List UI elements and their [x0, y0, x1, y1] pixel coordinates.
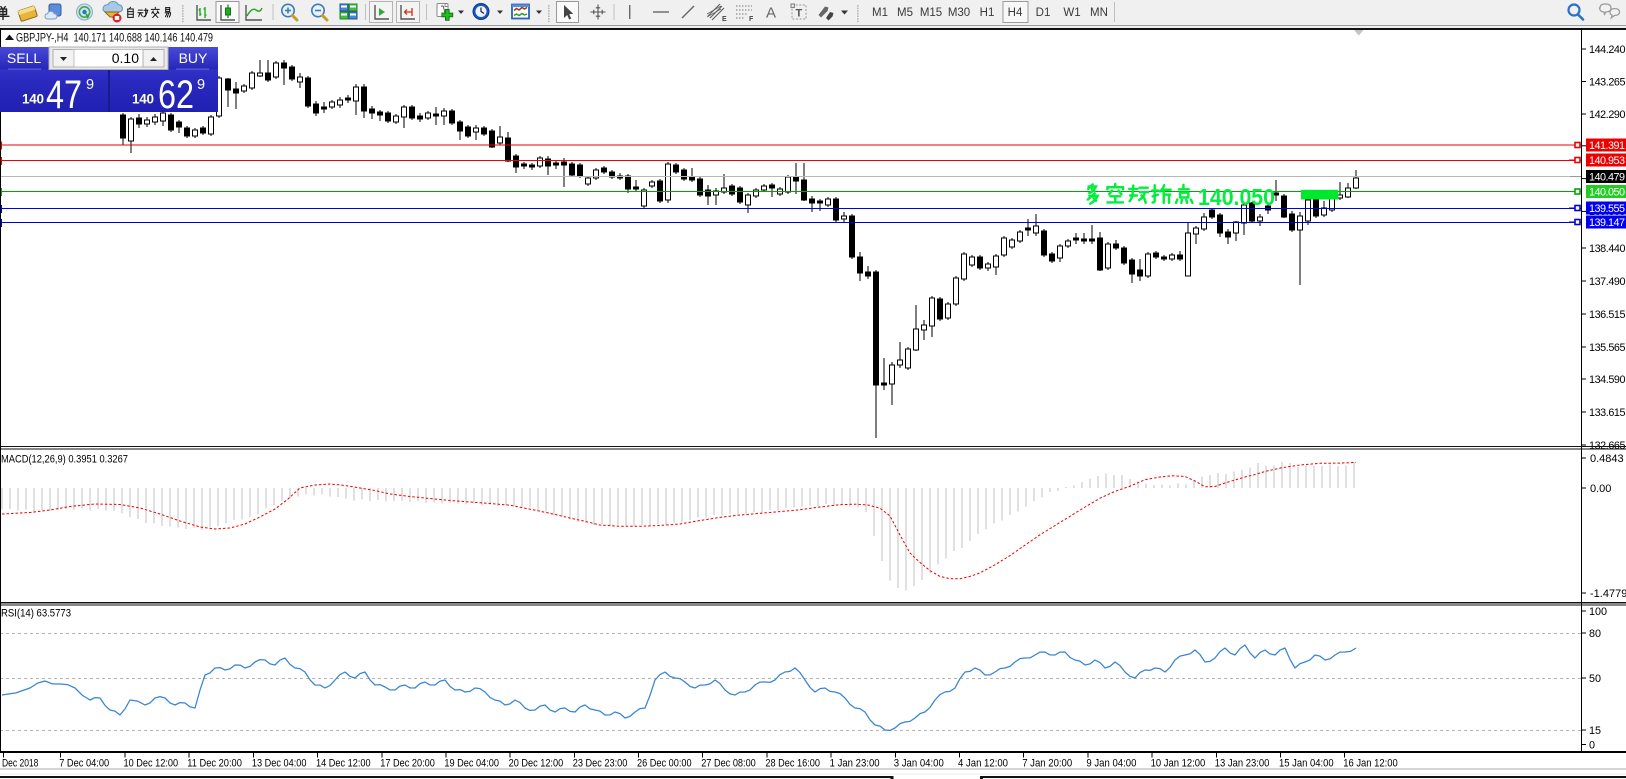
svg-text:GBPJPY-,H4 140.171 140.688 14: GBPJPY-,H4 140.171 140.688 140.146 140.4… — [16, 32, 213, 45]
svg-text:10 Dec 12:00: 10 Dec 12:00 — [124, 758, 179, 770]
svg-text:140: 140 — [22, 92, 44, 107]
svg-text:3 Jan 04:00: 3 Jan 04:00 — [894, 758, 944, 770]
svg-text:F: F — [749, 16, 754, 23]
svg-text:142.290: 142.290 — [1589, 109, 1626, 121]
svg-text:0.00: 0.00 — [1590, 483, 1611, 495]
svg-text:15 Jan 04:00: 15 Jan 04:00 — [1279, 758, 1334, 770]
svg-text:MN: MN — [1090, 7, 1108, 19]
svg-text:140: 140 — [132, 92, 154, 107]
svg-text:0.4843: 0.4843 — [1590, 453, 1624, 465]
svg-text:SELL: SELL — [7, 50, 41, 66]
svg-text:9: 9 — [197, 77, 205, 93]
svg-text:19 Dec 04:00: 19 Dec 04:00 — [444, 758, 499, 770]
svg-text:13 Jan 23:00: 13 Jan 23:00 — [1215, 758, 1270, 770]
svg-text:138.440: 138.440 — [1589, 243, 1626, 255]
svg-text:27 Dec 08:00: 27 Dec 08:00 — [701, 758, 756, 770]
svg-text:13 Dec 04:00: 13 Dec 04:00 — [252, 758, 307, 770]
svg-text:1 Jan 23:00: 1 Jan 23:00 — [830, 758, 880, 770]
svg-text:D1: D1 — [1036, 7, 1051, 19]
svg-text:10 Jan 12:00: 10 Jan 12:00 — [1151, 758, 1206, 770]
svg-text:23 Dec 23:00: 23 Dec 23:00 — [573, 758, 628, 770]
svg-text:133.615: 133.615 — [1589, 407, 1626, 419]
svg-text:M1: M1 — [872, 7, 888, 19]
svg-text:16 Jan 12:00: 16 Jan 12:00 — [1343, 758, 1398, 770]
svg-text:17 Dec 20:00: 17 Dec 20:00 — [380, 758, 435, 770]
svg-text:H1: H1 — [980, 7, 995, 19]
svg-text:140.953: 140.953 — [1589, 155, 1625, 167]
svg-text:50: 50 — [1589, 673, 1601, 685]
svg-text:136.515: 136.515 — [1589, 309, 1626, 321]
svg-text:H4: H4 — [1008, 7, 1023, 19]
svg-text:140.050: 140.050 — [1198, 184, 1275, 210]
svg-text:A: A — [766, 5, 776, 22]
svg-text:139.147: 139.147 — [1589, 217, 1625, 229]
svg-text:100: 100 — [1589, 606, 1607, 618]
svg-text:0: 0 — [1589, 739, 1595, 751]
svg-text:15: 15 — [1589, 725, 1601, 737]
svg-text:M5: M5 — [897, 7, 913, 19]
svg-text:132.665: 132.665 — [1589, 440, 1626, 452]
svg-text:140.050: 140.050 — [1589, 187, 1625, 199]
svg-text:28 Dec 16:00: 28 Dec 16:00 — [765, 758, 820, 770]
svg-text:4 Jan 12:00: 4 Jan 12:00 — [958, 758, 1008, 770]
svg-text:143.265: 143.265 — [1589, 76, 1626, 88]
svg-text:11 Dec 20:00: 11 Dec 20:00 — [187, 758, 242, 770]
svg-text:9 Jan 04:00: 9 Jan 04:00 — [1086, 758, 1136, 770]
svg-text:134.590: 134.590 — [1589, 374, 1626, 386]
svg-text:20 Dec 12:00: 20 Dec 12:00 — [509, 758, 564, 770]
svg-text:137.490: 137.490 — [1589, 276, 1626, 288]
svg-text:80: 80 — [1589, 628, 1601, 640]
svg-text:Dec 2018: Dec 2018 — [2, 758, 38, 770]
svg-text:14 Dec 12:00: 14 Dec 12:00 — [316, 758, 371, 770]
svg-text:9: 9 — [86, 77, 94, 93]
svg-text:MACD(12,26,9) 0.3951 0.3267: MACD(12,26,9) 0.3951 0.3267 — [1, 454, 128, 466]
svg-text:140.479: 140.479 — [1589, 172, 1625, 184]
svg-text:T: T — [796, 8, 803, 20]
svg-text:7 Dec 04:00: 7 Dec 04:00 — [59, 758, 109, 770]
svg-text:62: 62 — [158, 73, 194, 117]
svg-text:7 Jan 20:00: 7 Jan 20:00 — [1022, 758, 1072, 770]
svg-text:144.240: 144.240 — [1589, 44, 1626, 56]
svg-text:RSI(14) 63.5773: RSI(14) 63.5773 — [1, 608, 71, 620]
svg-text:0.10: 0.10 — [112, 50, 139, 66]
svg-text:139.555: 139.555 — [1589, 203, 1625, 215]
svg-text:47: 47 — [46, 73, 82, 117]
svg-text:W1: W1 — [1063, 7, 1080, 19]
svg-text:M30: M30 — [948, 7, 970, 19]
svg-text:E: E — [722, 16, 727, 23]
svg-text:141.391: 141.391 — [1589, 140, 1625, 152]
svg-text:26 Dec 00:00: 26 Dec 00:00 — [637, 758, 692, 770]
svg-text:135.565: 135.565 — [1589, 342, 1626, 354]
svg-text:M15: M15 — [920, 7, 942, 19]
svg-text:-1.4779: -1.4779 — [1590, 588, 1626, 600]
svg-text:BUY: BUY — [179, 50, 208, 66]
